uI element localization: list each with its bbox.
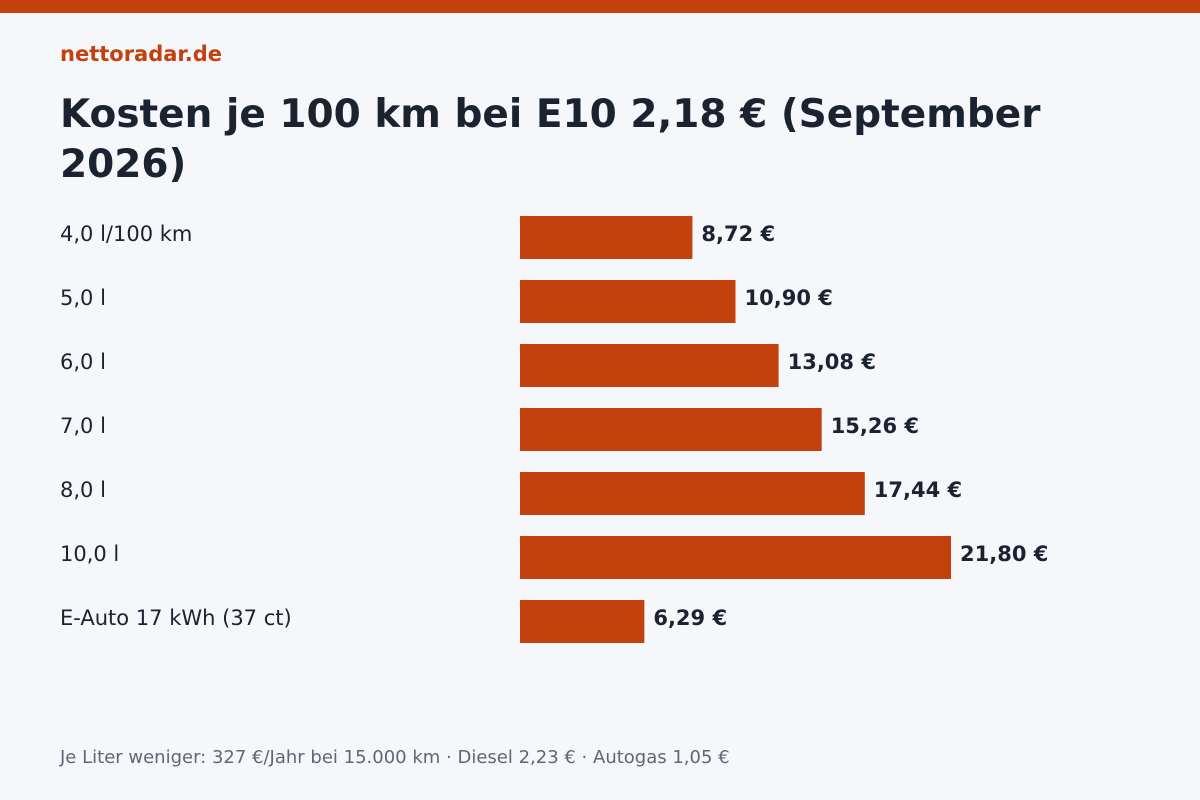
value-label: 13,08 €	[788, 350, 876, 374]
category-label: 5,0 l	[60, 286, 106, 310]
category-label: 4,0 l/100 km	[60, 222, 192, 246]
bar	[520, 408, 822, 451]
category-label: 7,0 l	[60, 414, 106, 438]
value-label: 21,80 €	[960, 542, 1048, 566]
category-label: 10,0 l	[60, 542, 119, 566]
bar	[520, 472, 865, 515]
bar	[520, 536, 951, 579]
bar	[520, 344, 779, 387]
footnote: Je Liter weniger: 327 €/Jahr bei 15.000 …	[60, 747, 730, 768]
brand-name: nettoradar.de	[60, 42, 223, 66]
brand-accent-bar	[0, 0, 1200, 13]
category-label: 8,0 l	[60, 478, 106, 502]
bar-chart: 4,0 l/100 km 8,72 € 5,0 l 10,90 € 6,0 l 13,08…	[60, 216, 1048, 643]
category-label: 6,0 l	[60, 350, 106, 374]
value-label: 15,26 €	[831, 414, 919, 438]
value-label: 10,90 €	[745, 286, 833, 310]
value-label: 8,72 €	[701, 222, 775, 246]
bar	[520, 280, 736, 323]
value-label: 6,29 €	[653, 606, 727, 630]
bar	[520, 600, 645, 643]
category-label: E-Auto 17 kWh (37 ct)	[60, 606, 292, 630]
bar	[520, 216, 693, 259]
chart-title: Kosten je 100 km bei E10 2,18 € (Septemb…	[60, 92, 1041, 187]
value-label: 17,44 €	[874, 478, 962, 502]
